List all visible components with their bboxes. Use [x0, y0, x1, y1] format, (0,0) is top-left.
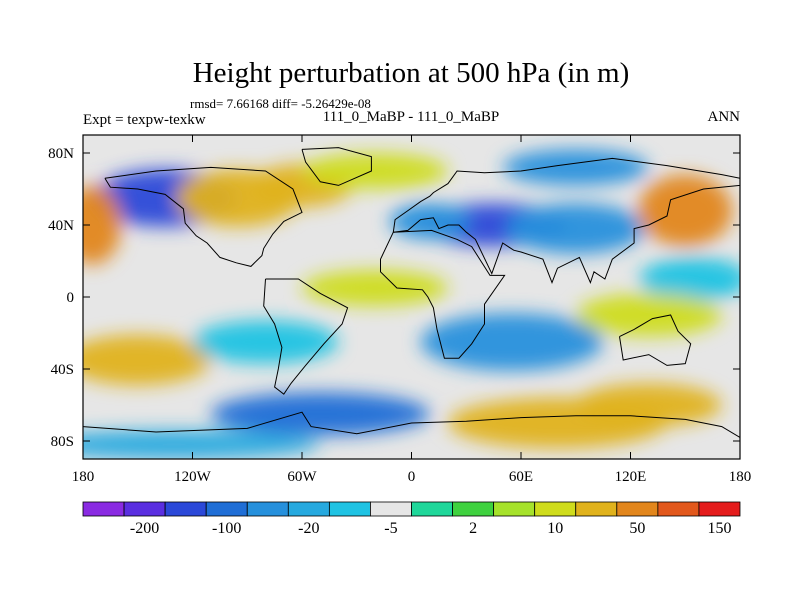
coastline [263, 278, 349, 395]
colorbar-swatch [123, 501, 166, 517]
colorbar-label: 150 [707, 520, 731, 537]
colorbar-label: -100 [212, 520, 241, 537]
field-contour [420, 313, 604, 371]
field-contour [302, 153, 448, 189]
colorbar-swatch [287, 501, 330, 517]
colorbar-swatch [698, 501, 741, 517]
coastline [104, 166, 303, 267]
colorbar-swatch [616, 501, 659, 517]
field-contour [389, 203, 470, 240]
y-tick-label: 80S [51, 434, 74, 450]
colorbar-swatch [575, 501, 618, 517]
colorbar-swatch [205, 501, 248, 517]
field-contour [83, 185, 122, 265]
colorbar-swatch [493, 501, 536, 517]
period-label: 111_0_MaBP - 111_0_MaBP [323, 109, 499, 125]
coastline [83, 411, 740, 438]
colorbar-swatch [370, 501, 412, 517]
y-tick-label: 40S [51, 362, 74, 378]
colorbar-swatch [164, 501, 207, 517]
x-tick-label: 180 [72, 469, 95, 485]
season-label: ANN [708, 109, 741, 125]
coastline [619, 314, 692, 366]
colorbar-swatch [82, 501, 125, 517]
coastline [380, 229, 506, 359]
colorbar-label: 50 [629, 520, 645, 537]
field-contour [575, 383, 722, 427]
field-contour [83, 430, 321, 459]
colorbar-swatch [534, 501, 577, 517]
x-tick-label: 120E [615, 469, 647, 485]
field-contour [210, 392, 430, 436]
field-contour [639, 257, 740, 301]
y-tick-label: 80N [48, 146, 74, 162]
x-tick-label: 0 [408, 469, 416, 485]
colorbar-swatch [328, 501, 371, 517]
coastline [301, 147, 372, 186]
x-tick-label: 120W [174, 469, 212, 485]
field-contour [192, 320, 339, 364]
colorbar-label: -20 [298, 520, 319, 537]
coastline [392, 157, 740, 284]
field-contour [637, 174, 733, 247]
y-tick-label: 40N [48, 218, 74, 234]
x-tick-label: 180 [729, 469, 752, 485]
field-contour [83, 334, 211, 386]
colorbar-swatch [452, 501, 495, 517]
y-tick-label: 0 [67, 290, 75, 306]
colorbar-swatch [411, 501, 453, 517]
colorbar-label: 10 [547, 520, 563, 537]
colorbar-label: 2 [469, 520, 477, 537]
experiment-label: Expt = texpw-texkw [83, 112, 206, 128]
stats-text: rmsd= 7.66168 diff= -5.26429e-08 [190, 96, 371, 111]
plot-area [83, 135, 740, 459]
coastlines [83, 147, 740, 438]
field-contour [502, 149, 649, 186]
x-tick-label: 60W [287, 469, 317, 485]
colorbar-swatch [246, 501, 289, 517]
field-contour [575, 293, 722, 337]
field-contour [302, 270, 448, 306]
x-tick-label: 60E [509, 469, 533, 485]
field-contour [506, 203, 646, 254]
colorbar-label: -200 [130, 520, 159, 537]
chart-title: Height perturbation at 500 hPa (in m) [193, 57, 630, 89]
colorbar-swatch [657, 501, 700, 517]
colorbar-label: -5 [384, 520, 397, 537]
